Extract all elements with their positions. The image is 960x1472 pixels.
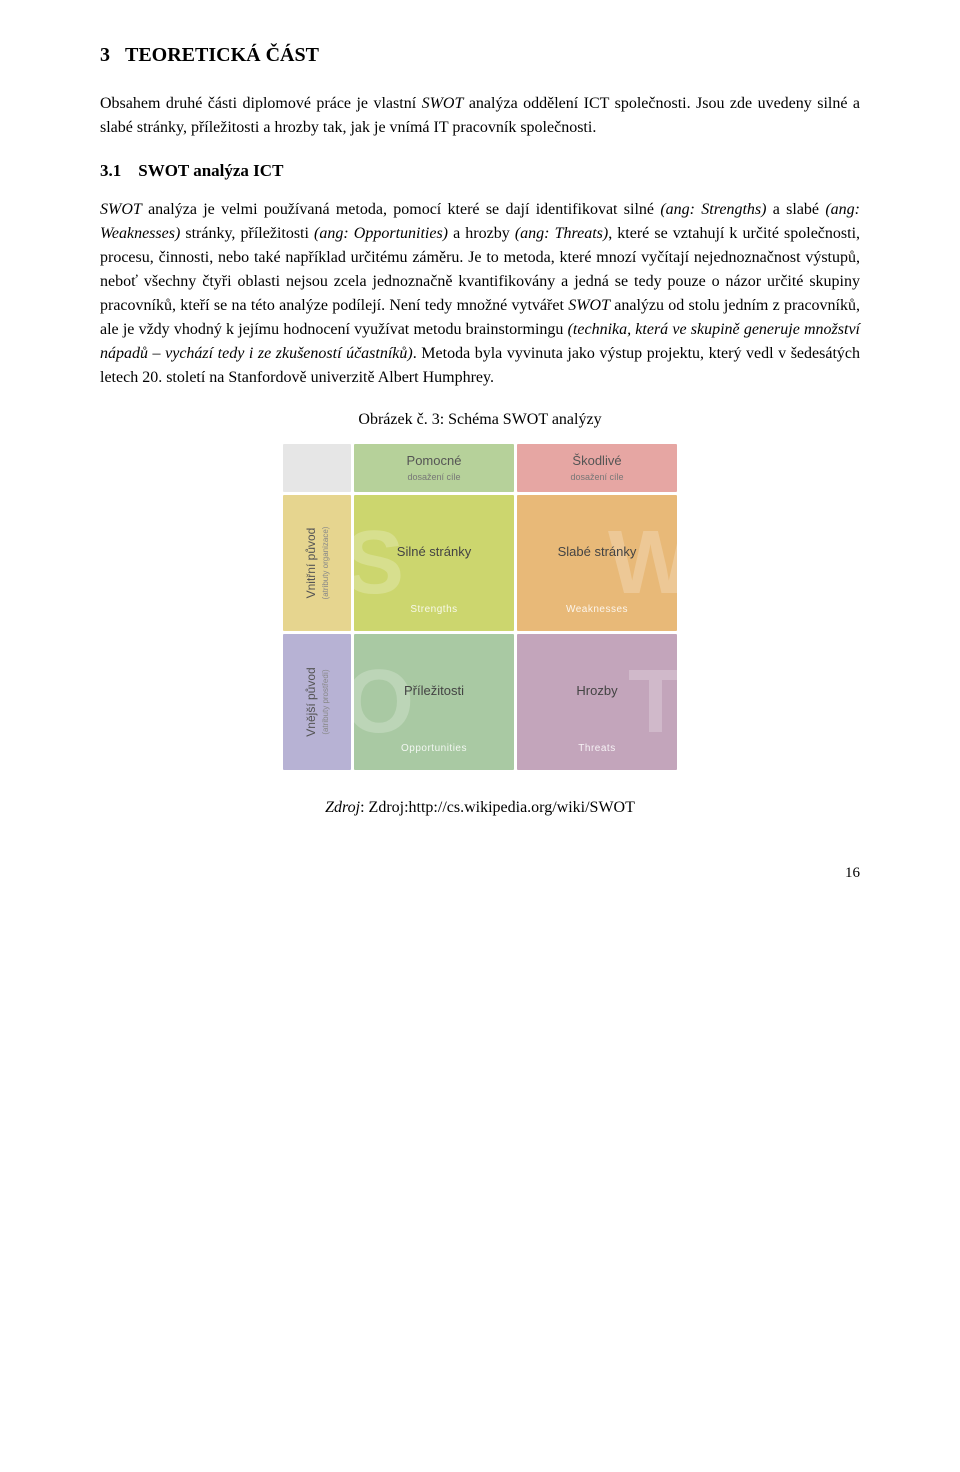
swot-side-external-sub: (atributy prostředí) [320, 667, 332, 736]
heading-sub-text: SWOT analýza ICT [138, 161, 283, 180]
swot-threats-label: Hrozby [576, 681, 617, 701]
figure-source: Zdroj: Zdroj:http://cs.wikipedia.org/wik… [100, 796, 860, 820]
swot-header-helpful-main: Pomocné [407, 451, 462, 471]
swot-header-helpful-sub: dosažení cíle [407, 471, 460, 485]
source-label: Zdroj [325, 799, 360, 816]
swot-header-harmful-main: Škodlivé [572, 451, 621, 471]
swot-header-helpful: Pomocné dosažení cíle [354, 444, 514, 492]
swot-side-internal-main: Vnitřní původ [304, 527, 318, 598]
swot-opportunities-label: Příležitosti [404, 681, 464, 701]
heading-main: 3 TEORETICKÁ ČÁST [100, 40, 860, 70]
swot-side-internal-sub: (atributy organizace) [320, 526, 332, 599]
figure-caption: Obrázek č. 3: Schéma SWOT analýzy [100, 408, 860, 432]
swot-side-internal: Vnitřní původ (atributy organizace) [283, 495, 351, 631]
source-text: : Zdroj:http://cs.wikipedia.org/wiki/SWO… [360, 799, 635, 816]
swot-side-external: Vnější původ (atributy prostředí) [283, 634, 351, 770]
swot-header-harmful-sub: dosažení cíle [570, 471, 623, 485]
swot-corner-cell [283, 444, 351, 492]
swot-strengths-sub: Strengths [354, 602, 514, 617]
swot-header-harmful: Škodlivé dosažení cíle [517, 444, 677, 492]
swot-threats-sub: Threats [517, 741, 677, 756]
swot-quadrant-strengths: S Silné stránky Strengths [354, 495, 514, 631]
heading-sub-number: 3.1 [100, 161, 121, 180]
heading-main-text: TEORETICKÁ ČÁST [125, 44, 319, 66]
swot-letter-t: T [628, 657, 677, 747]
heading-sub: 3.1 SWOT analýza ICT [100, 158, 860, 184]
swot-quadrant-opportunities: O Příležitosti Opportunities [354, 634, 514, 770]
swot-letter-o: O [354, 657, 414, 747]
swot-quadrant-weaknesses: W Slabé stránky Weaknesses [517, 495, 677, 631]
swot-letter-w: W [608, 518, 677, 608]
intro-paragraph: Obsahem druhé části diplomové práce je v… [100, 92, 860, 140]
heading-main-number: 3 [100, 44, 110, 66]
intro-text-part1: Obsahem druhé části diplomové práce je v… [100, 95, 860, 136]
swot-diagram: Pomocné dosažení cíle Škodlivé dosažení … [100, 442, 860, 772]
page-number: 16 [100, 862, 860, 885]
swot-weaknesses-label: Slabé stránky [558, 542, 637, 562]
swot-side-external-main: Vnější původ [304, 667, 318, 736]
swot-strengths-label: Silné stránky [397, 542, 471, 562]
swot-opportunities-sub: Opportunities [354, 741, 514, 756]
swot-quadrant-threats: T Hrozby Threats [517, 634, 677, 770]
body-paragraph: SWOT analýza je velmi používaná metoda, … [100, 198, 860, 390]
swot-letter-s: S [354, 518, 404, 608]
swot-weaknesses-sub: Weaknesses [517, 602, 677, 617]
